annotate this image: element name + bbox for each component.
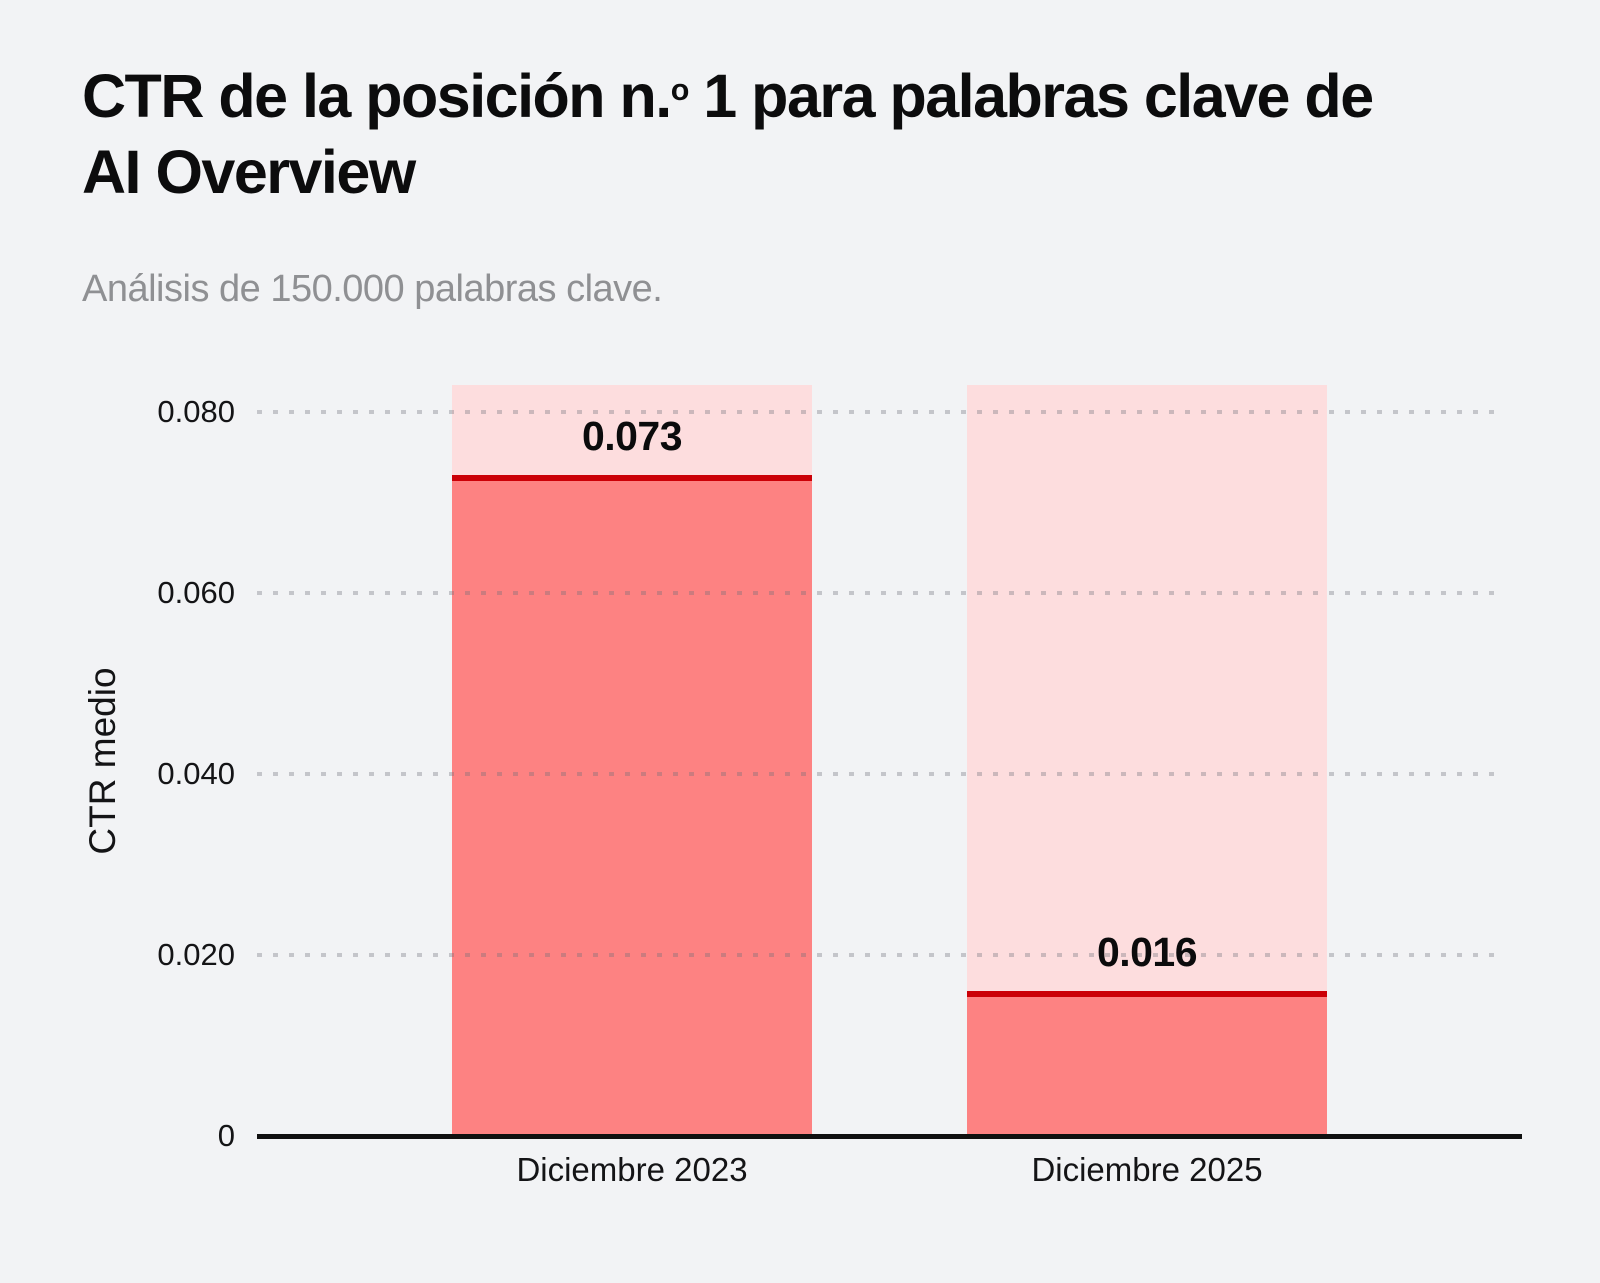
title-text: CTR de la posición n. xyxy=(82,62,672,130)
bar-value-label-dec-2025: 0.016 xyxy=(1096,929,1198,975)
y-tick-label-0.040: 0.040 xyxy=(157,756,235,791)
gridline-0.020 xyxy=(257,953,1497,957)
gridline-0.080 xyxy=(257,410,1497,414)
y-tick-label-0: 0 xyxy=(217,1118,235,1153)
title-ordinal-superscript: o xyxy=(670,73,690,108)
page-title: CTR de la posición n.o 1 para palabras c… xyxy=(82,58,1432,210)
title-text-continued: 1 para palabras clave de AI Overview xyxy=(82,62,1374,206)
x-axis-label-dec-2023: Diciembre 2023 xyxy=(516,1151,748,1188)
gridline-0.040 xyxy=(257,772,1497,776)
chart-subtitle: Análisis de 150.000 palabras clave. xyxy=(82,268,663,310)
y-tick-label-0.060: 0.060 xyxy=(157,575,235,610)
bar-value-label-dec-2023: 0.073 xyxy=(581,413,683,459)
y-tick-label-0.020: 0.020 xyxy=(157,937,235,972)
gridline-0.060 xyxy=(257,591,1497,595)
bar-fill-dec-2025 xyxy=(967,991,1327,1136)
y-tick-label-0.080: 0.080 xyxy=(157,394,235,429)
x-axis-line xyxy=(257,1134,1522,1139)
bar-fill-dec-2023 xyxy=(452,475,812,1136)
x-axis-label-dec-2025: Diciembre 2025 xyxy=(1031,1151,1263,1188)
